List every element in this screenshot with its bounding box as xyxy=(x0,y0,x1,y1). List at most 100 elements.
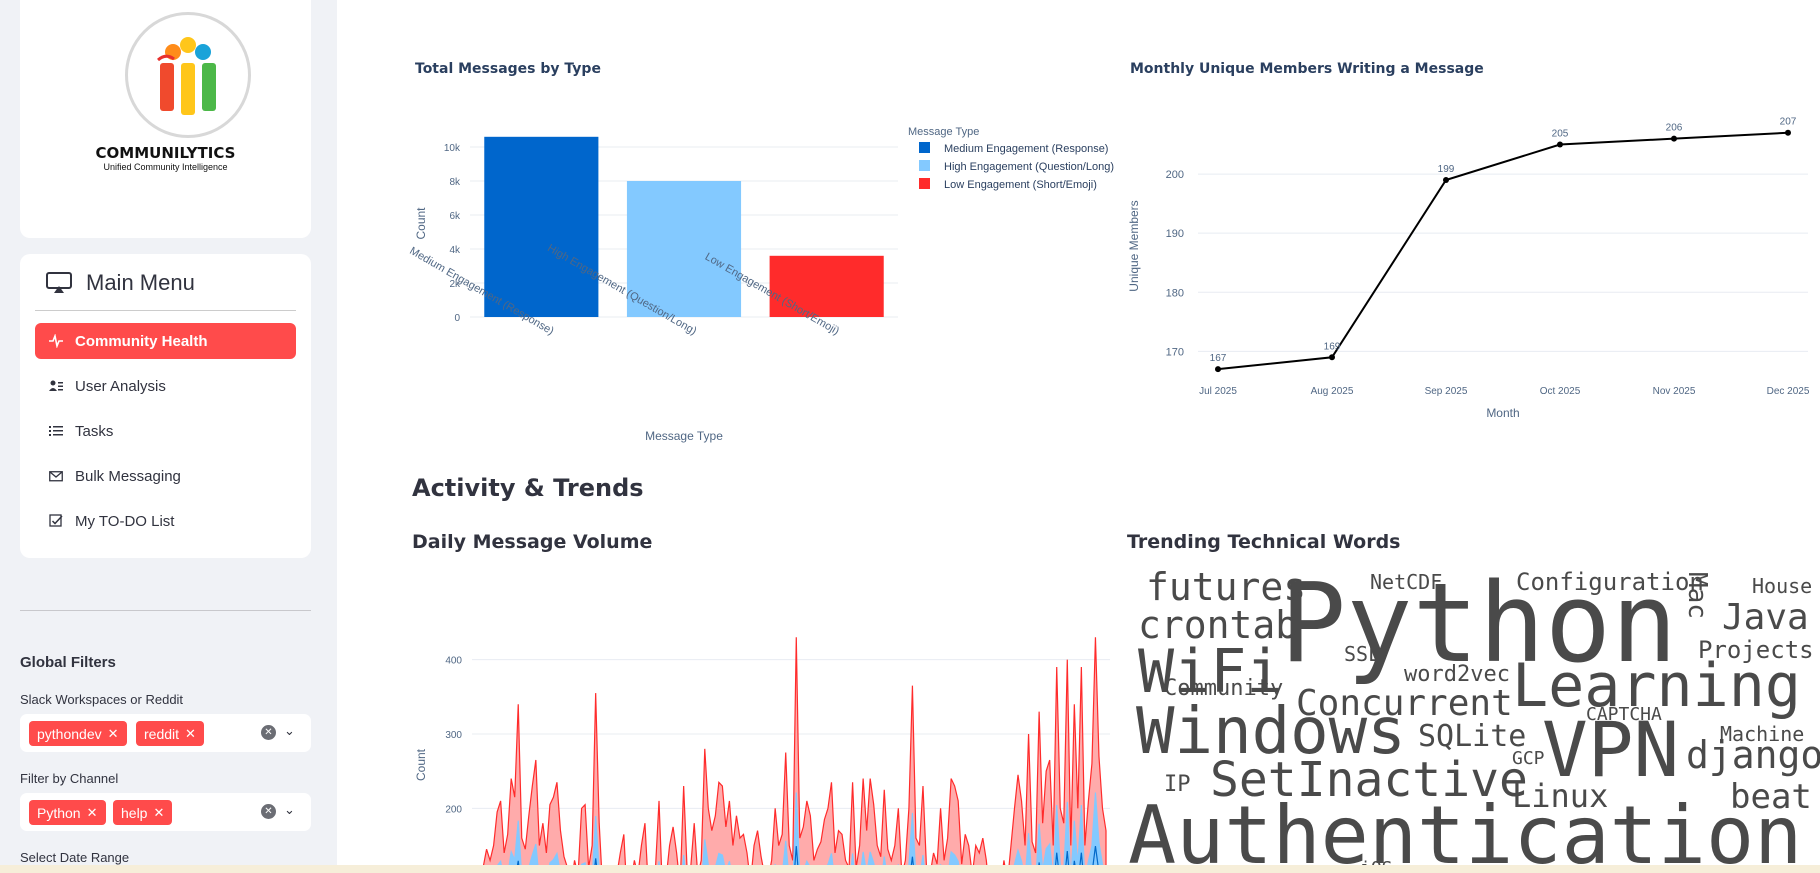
logo-card: COMMUNILYTICS Unified Community Intellig… xyxy=(20,0,311,238)
word-cloud-word: IP xyxy=(1164,772,1191,797)
word-cloud-word: GCP xyxy=(1512,748,1545,769)
logo-subtitle: Unified Community Intelligence xyxy=(103,162,228,172)
chevron-down-icon[interactable]: ⌄ xyxy=(284,802,295,817)
legend-entry: Medium Engagement (Response) xyxy=(944,143,1108,155)
chip-remove-icon[interactable]: ✕ xyxy=(107,725,119,741)
word-cloud-word: beat xyxy=(1730,777,1812,817)
chip-remove-icon[interactable]: ✕ xyxy=(153,804,165,820)
workspace-chip[interactable]: pythondev ✕ xyxy=(29,721,127,746)
data-point xyxy=(1443,177,1449,183)
data-label: 169 xyxy=(1324,341,1341,352)
x-axis-label: Month xyxy=(1486,406,1519,420)
menu-item-todo-list[interactable]: My TO-DO List xyxy=(35,503,296,539)
word-cloud-word: NetCDF xyxy=(1370,570,1443,594)
menu-header: Main Menu xyxy=(46,270,195,296)
checkbox-icon xyxy=(49,514,63,527)
menu-item-label: Bulk Messaging xyxy=(75,467,181,485)
word-cloud-word: Python xyxy=(1280,560,1678,687)
word-cloud-word: Machine xyxy=(1720,722,1805,746)
x-tick-label: Nov 2025 xyxy=(1653,386,1696,397)
bar xyxy=(769,255,884,317)
word-cloud-word: SetInactive xyxy=(1210,752,1528,808)
x-tick-label: Aug 2025 xyxy=(1311,386,1354,397)
x-tick-label: Jul 2025 xyxy=(1199,386,1237,397)
line-chart: 170 180 190 200 167 Jul 2025 169 Aug 2025 199 Sep… xyxy=(1127,117,1810,420)
word-cloud-word: Authentication xyxy=(1128,789,1803,873)
pulse-icon xyxy=(49,334,63,348)
word-cloud-word: Mac xyxy=(1682,572,1712,619)
word-cloud-word: Projects xyxy=(1698,636,1814,664)
y-tick-label: 180 xyxy=(1166,287,1184,299)
data-label: 207 xyxy=(1780,117,1797,128)
workspace-chip[interactable]: reddit ✕ xyxy=(136,721,204,746)
series-line xyxy=(1217,131,1789,371)
clear-icon[interactable]: ✕ xyxy=(261,725,276,740)
y-tick-label: 190 xyxy=(1166,228,1184,240)
word-cloud-word: SQLite xyxy=(1418,719,1527,754)
chevron-down-icon[interactable]: ⌄ xyxy=(284,723,295,738)
menu-item-community-health[interactable]: Community Health xyxy=(35,323,296,359)
y-tick-label: 2k xyxy=(449,279,461,290)
daily-volume-title: Daily Message Volume xyxy=(412,531,653,553)
workspace-filter-label: Slack Workspaces or Reddit xyxy=(20,692,184,707)
y-tick-label: 10k xyxy=(444,143,461,154)
word-cloud-word: Linux xyxy=(1512,777,1609,815)
legend-entry: Low Engagement (Short/Emoji) xyxy=(944,179,1097,191)
area-low-engagement xyxy=(482,637,1107,865)
menu-item-tasks[interactable]: Tasks xyxy=(35,413,296,449)
channel-filter-label: Filter by Channel xyxy=(20,771,119,786)
word-cloud-word: Java xyxy=(1722,597,1809,638)
data-label: 199 xyxy=(1438,164,1455,175)
sidebar: COMMUNILYTICS Unified Community Intellig… xyxy=(0,0,337,873)
menu-item-label: Tasks xyxy=(75,422,114,440)
menu-item-label: Community Health xyxy=(75,332,208,350)
clear-icon[interactable]: ✕ xyxy=(261,804,276,819)
y-axis-label: Unique Members xyxy=(1127,200,1141,291)
menu-item-bulk-messaging[interactable]: Bulk Messaging xyxy=(35,458,296,494)
legend-swatch xyxy=(919,178,930,189)
word-cloud-word: Learning xyxy=(1512,651,1801,721)
x-tick-label: Sep 2025 xyxy=(1425,386,1468,397)
y-tick-label: 8k xyxy=(449,177,461,188)
y-tick-label: 200 xyxy=(1166,169,1184,181)
chip-label: help xyxy=(121,804,148,821)
list-icon xyxy=(49,426,63,436)
y-tick-label: 300 xyxy=(445,730,462,741)
word-cloud-word: CAPTCHA xyxy=(1586,704,1662,725)
data-label: 206 xyxy=(1666,123,1683,134)
y-tick-label: 6k xyxy=(449,211,461,222)
main-menu: Main Menu Community Health User Analysis… xyxy=(20,254,311,558)
word-cloud-word: SSL xyxy=(1344,642,1381,666)
word-cloud-word: Windows xyxy=(1136,695,1406,769)
y-tick-label: 400 xyxy=(445,656,462,667)
x-axis-label: Message Type xyxy=(645,429,723,443)
data-label: 167 xyxy=(1210,353,1227,364)
chip-label: pythondev xyxy=(37,725,102,742)
channel-chip[interactable]: help ✕ xyxy=(113,800,173,825)
y-axis-label: Count xyxy=(414,748,428,781)
user-list-icon xyxy=(49,380,63,391)
chip-remove-icon[interactable]: ✕ xyxy=(185,725,196,741)
menu-item-user-analysis[interactable]: User Analysis xyxy=(35,368,296,404)
menu-divider xyxy=(35,310,296,311)
legend-entry: High Engagement (Question/Long) xyxy=(944,161,1114,173)
envelope-icon xyxy=(49,471,63,482)
channel-multiselect[interactable]: Python ✕ help ✕ ✕ ⌄ xyxy=(20,793,311,831)
data-point xyxy=(1671,135,1677,142)
bar-chart-title: Total Messages by Type xyxy=(415,61,601,77)
word-cloud: Python futures NetCDF Configuration Mac House… xyxy=(1124,560,1820,873)
chip-remove-icon[interactable]: ✕ xyxy=(86,804,98,820)
sidebar-divider xyxy=(20,610,311,611)
workspace-multiselect[interactable]: pythondev ✕ reddit ✕ ✕ ⌄ xyxy=(20,714,311,752)
x-tick-label: Oct 2025 xyxy=(1540,386,1581,397)
bar-chart: 0 2k 4k 6k 8k 10k Medium Engagement (Response)… xyxy=(407,126,1114,443)
channel-chip[interactable]: Python ✕ xyxy=(29,800,106,825)
y-tick-label: 0 xyxy=(454,313,460,324)
legend-swatch xyxy=(919,160,930,171)
data-point xyxy=(1785,129,1791,136)
monitor-icon xyxy=(46,272,72,293)
data-point xyxy=(1215,366,1221,373)
legend-swatch xyxy=(919,142,930,153)
line-chart-title: Monthly Unique Members Writing a Message xyxy=(1130,61,1484,77)
word-cloud-word: VPN xyxy=(1542,705,1680,794)
